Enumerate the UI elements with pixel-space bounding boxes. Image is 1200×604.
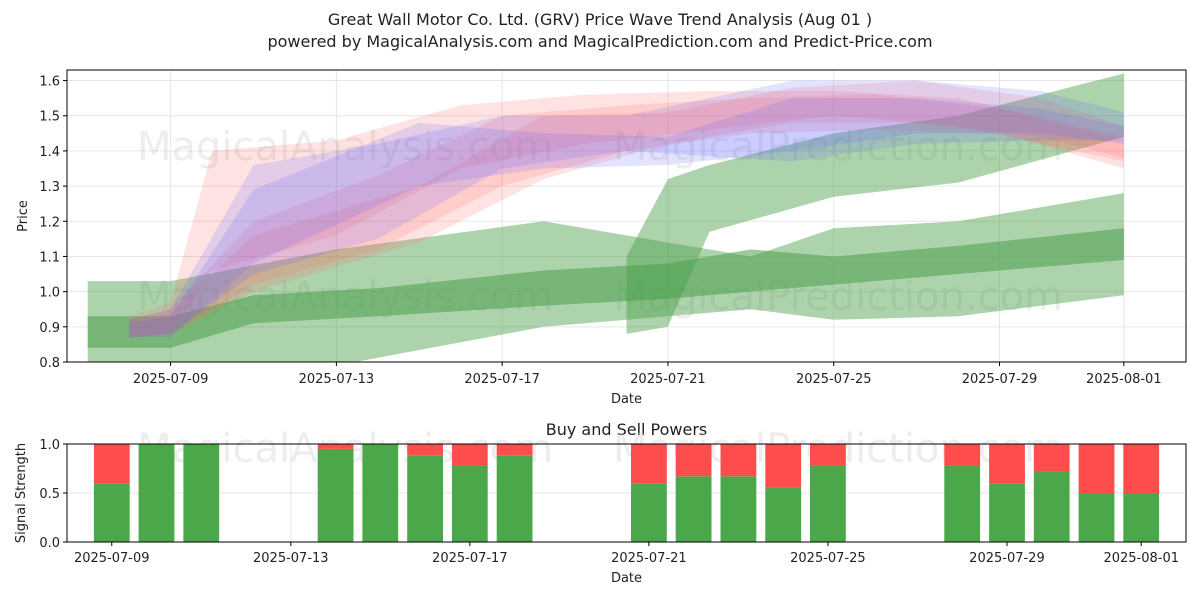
sell-bar xyxy=(989,444,1025,484)
signal-plot: Buy and Sell PowersMagicalAnalysis.comMa… xyxy=(14,420,1187,586)
x-tick-label: 2025-07-13 xyxy=(299,372,375,387)
buy-bar xyxy=(944,465,981,542)
y-axis-label: Price xyxy=(16,200,31,232)
y-tick-label: 1.1 xyxy=(39,250,60,265)
y-tick-label: 1.3 xyxy=(39,180,60,195)
y-tick-label: 0.9 xyxy=(39,321,60,336)
y-tick-label: 1.0 xyxy=(39,438,60,453)
wave-band-red-wave-3 xyxy=(129,80,1124,338)
x-tick-label: 2025-07-21 xyxy=(611,551,687,566)
x-tick-label: 2025-07-09 xyxy=(74,551,150,566)
x-tick-label: 2025-07-25 xyxy=(790,551,866,566)
y-tick-label: 1.0 xyxy=(39,286,60,301)
sell-bar xyxy=(944,444,981,466)
wave-band-red-wave-2 xyxy=(129,94,1124,338)
buy-bar xyxy=(1123,493,1160,542)
sell-bar xyxy=(496,444,533,456)
y-tick-label: 0.0 xyxy=(39,536,60,551)
plot-frame xyxy=(66,69,1187,363)
sell-bar xyxy=(93,444,130,484)
x-axis-label: Date xyxy=(611,392,642,407)
wave-band-blue-wave-2 xyxy=(129,98,1124,338)
chart-subtitle: powered by MagicalAnalysis.com and Magic… xyxy=(267,32,932,51)
buy-bar xyxy=(1033,471,1070,542)
sell-bar xyxy=(451,444,488,466)
buy-bar xyxy=(138,444,175,542)
y-tick-label: 1.4 xyxy=(39,145,60,160)
sell-bar xyxy=(675,444,712,477)
buy-bar xyxy=(362,444,399,542)
x-tick-label: 2025-08-01 xyxy=(1103,551,1179,566)
x-tick-label: 2025-07-29 xyxy=(962,372,1038,387)
price-plot: MagicalAnalysis.com MagicalPrediction.com… xyxy=(16,69,1187,407)
buy-bar xyxy=(496,455,533,542)
buy-bar xyxy=(407,455,443,542)
buy-bar xyxy=(93,483,130,542)
wave-band-blue-wave-1 xyxy=(129,80,1124,338)
buy-bar xyxy=(989,483,1025,542)
x-tick-label: 2025-08-01 xyxy=(1086,372,1162,387)
buy-bar xyxy=(631,483,667,542)
wave-band-red-wave-1 xyxy=(129,91,1124,338)
y-tick-label: 1.2 xyxy=(39,215,60,230)
watermark: MagicalAnalysis.com xyxy=(137,124,553,170)
sell-bar xyxy=(1078,444,1115,493)
x-tick-label: 2025-07-21 xyxy=(630,372,706,387)
buy-bar xyxy=(810,465,846,542)
buy-bar xyxy=(1078,493,1115,542)
wave-band-green-upper-trend xyxy=(626,73,1124,334)
x-tick-label: 2025-07-09 xyxy=(133,372,209,387)
y-tick-label: 0.8 xyxy=(39,356,60,371)
buy-bar xyxy=(183,444,220,542)
sell-bar xyxy=(810,444,846,466)
sell-bar xyxy=(407,444,443,456)
sell-bar xyxy=(317,444,354,449)
y-tick-label: 1.6 xyxy=(39,75,60,90)
buy-bar xyxy=(720,476,757,542)
y-axis-label: Signal Strength xyxy=(14,443,29,543)
sell-bar xyxy=(631,444,667,484)
sell-bar xyxy=(1033,444,1070,472)
signal-chart-title: Buy and Sell Powers xyxy=(546,420,708,439)
sell-bar xyxy=(720,444,757,477)
buy-bar xyxy=(451,465,488,542)
buy-bar xyxy=(675,476,712,542)
x-tick-label: 2025-07-13 xyxy=(253,551,329,566)
x-tick-label: 2025-07-25 xyxy=(796,372,872,387)
x-tick-label: 2025-07-17 xyxy=(432,551,508,566)
watermark: MagicalPrediction.com xyxy=(613,124,1063,170)
wave-bands xyxy=(87,73,1124,362)
y-tick-label: 0.5 xyxy=(39,487,60,502)
wave-band-green-core-lower xyxy=(87,228,1124,348)
y-tick-label: 1.5 xyxy=(39,110,60,125)
x-axis-label: Date xyxy=(611,571,642,586)
buy-bar xyxy=(765,487,802,542)
chart-title: Great Wall Motor Co. Ltd. (GRV) Price Wa… xyxy=(328,10,872,29)
x-tick-label: 2025-07-17 xyxy=(464,372,540,387)
buy-bar xyxy=(317,448,354,542)
sell-bar xyxy=(765,444,802,488)
x-tick-label: 2025-07-29 xyxy=(969,551,1045,566)
sell-bar xyxy=(1123,444,1160,493)
